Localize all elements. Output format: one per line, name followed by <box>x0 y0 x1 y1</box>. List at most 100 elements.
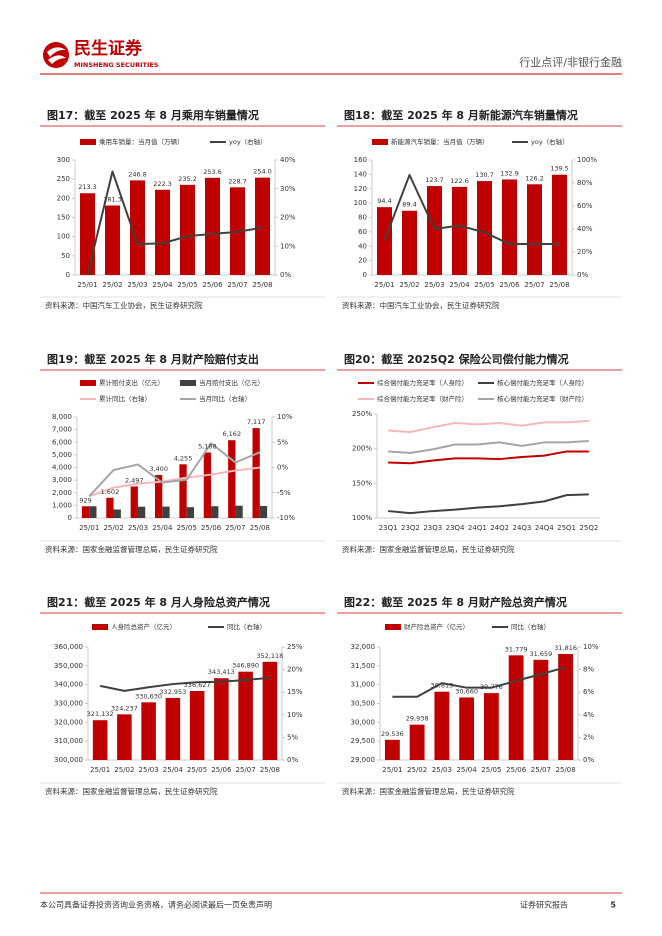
value-label: 31,779 <box>505 645 528 653</box>
x-tick-label: 25/04 <box>163 766 184 774</box>
y-tick-label: 300,000 <box>54 756 83 764</box>
value-label: 929 <box>79 496 91 504</box>
y-tick-label: 6,000 <box>52 438 72 446</box>
legend-swatch <box>385 624 401 630</box>
y-tick-label: 330,000 <box>54 700 83 708</box>
value-label: 343,413 <box>208 668 235 676</box>
y-tick-label: 300 <box>57 156 70 164</box>
legend-label: 核心偿付能力充足率（人身险） <box>497 378 588 387</box>
legend-swatch <box>372 139 388 145</box>
value-label: 235.2 <box>178 175 197 183</box>
y-tick-label: 100% <box>352 514 372 522</box>
legend-label: 综合偿付能力充足率（财产险） <box>377 394 468 403</box>
y-tick-label: 150 <box>57 214 70 222</box>
x-tick-label: 25/01 <box>77 281 97 289</box>
y-tick-label: 200 <box>57 194 70 202</box>
bar <box>180 184 195 275</box>
value-label: 352,118 <box>256 652 283 660</box>
source: 资料来源：国家金融监督管理总局，民生证券研究院 <box>45 786 218 796</box>
x-tick-label: 25/05 <box>187 766 207 774</box>
x-tick-label: 25/01 <box>382 766 402 774</box>
legend-label: 综合偿付能力充足率（人身险） <box>377 378 468 387</box>
legend-label: 同比（右轴） <box>227 622 266 631</box>
value-label: 7,117 <box>247 418 266 426</box>
x-tick-label: 25/02 <box>399 281 419 289</box>
x-tick-label: 25/08 <box>260 766 280 774</box>
y-tick-label: 160 <box>354 156 367 164</box>
y-tick-label: 30,500 <box>351 700 376 708</box>
line <box>383 173 560 245</box>
y-tick-label: 32,000 <box>351 643 376 651</box>
y-tick-label: 100 <box>57 233 70 241</box>
legend-swatch <box>180 380 196 386</box>
legend-label: yoy（右轴） <box>229 137 267 146</box>
bar <box>459 697 475 760</box>
line <box>88 466 260 498</box>
x-tick-label: 25/08 <box>250 524 270 532</box>
y-tick-label: 140 <box>354 170 367 178</box>
bar <box>527 184 542 275</box>
figure-title: 图17：截至 2025 年 8 月乘用车销量情况 <box>47 108 259 122</box>
value-label: 330,630 <box>135 692 162 700</box>
y2-tick-label: 0% <box>277 464 288 472</box>
y2-tick-label: 10% <box>280 242 296 250</box>
x-tick-label: 24Q1 <box>468 524 487 532</box>
legend-label: 人身险总资产（亿元） <box>111 622 176 631</box>
y2-tick-label: 4% <box>583 711 594 719</box>
x-tick-label: 25/06 <box>506 766 527 774</box>
x-tick-label: 25/04 <box>152 524 173 532</box>
x-tick-label: 25/07 <box>225 524 245 532</box>
bar <box>155 475 163 518</box>
y-tick-label: 350,000 <box>54 662 83 670</box>
value-label: 222.3 <box>153 180 172 188</box>
value-label: 346,890 <box>232 662 259 670</box>
line <box>388 493 589 515</box>
x-tick-label: 25/04 <box>152 281 173 289</box>
x-tick-label: 25/06 <box>202 281 223 289</box>
source: 资料来源：国家金融监督管理总局，民生证券研究院 <box>342 786 515 796</box>
line <box>99 676 270 692</box>
bar <box>162 506 170 518</box>
bar <box>228 440 236 518</box>
bar <box>409 724 425 760</box>
x-tick-label: 23Q1 <box>379 524 398 532</box>
x-tick-label: 25/06 <box>499 281 520 289</box>
bar <box>117 714 132 760</box>
legend-label: 同比（右轴） <box>511 622 550 631</box>
bar <box>384 739 400 760</box>
bar <box>205 177 220 275</box>
value-label: 246.8 <box>128 170 147 178</box>
x-tick-label: 25/02 <box>103 524 123 532</box>
value-label: 139.5 <box>550 165 569 173</box>
x-tick-label: 25/05 <box>177 524 197 532</box>
x-tick-label: 25/07 <box>524 281 544 289</box>
x-tick-label: 25/08 <box>549 281 569 289</box>
y2-tick-label: 0% <box>583 756 594 764</box>
x-tick-label: 25/05 <box>474 281 494 289</box>
line <box>388 440 589 454</box>
y-tick-label: 31,000 <box>351 681 376 689</box>
y2-tick-label: 10% <box>277 413 293 421</box>
line <box>86 170 263 276</box>
legend-label: yoy（右轴） <box>531 137 569 146</box>
y-tick-label: 60 <box>358 228 367 236</box>
x-tick-label: 25Q2 <box>579 524 598 532</box>
y2-tick-label: 20% <box>287 666 303 674</box>
bar <box>255 177 270 275</box>
y2-tick-label: 100% <box>577 156 597 164</box>
logo-swoosh <box>48 55 66 64</box>
x-tick-label: 24Q2 <box>490 524 509 532</box>
y-tick-label: 0 <box>363 271 367 279</box>
x-tick-label: 25Q1 <box>557 524 576 532</box>
x-tick-label: 25/07 <box>531 766 551 774</box>
bar <box>130 180 145 275</box>
y2-tick-label: 25% <box>287 643 303 651</box>
legend-label: 新能源汽车销量：当月值（万辆） <box>391 137 489 146</box>
x-tick-label: 25/08 <box>252 281 272 289</box>
y2-tick-label: 10% <box>583 643 599 651</box>
bar <box>552 174 567 275</box>
value-label: 324,237 <box>111 704 138 712</box>
logo-en: MINSHENG SECURITIES <box>74 61 159 69</box>
legend-label: 核心偿付能力充足率（财产险） <box>497 394 588 403</box>
value-label: 254.0 <box>253 168 272 176</box>
